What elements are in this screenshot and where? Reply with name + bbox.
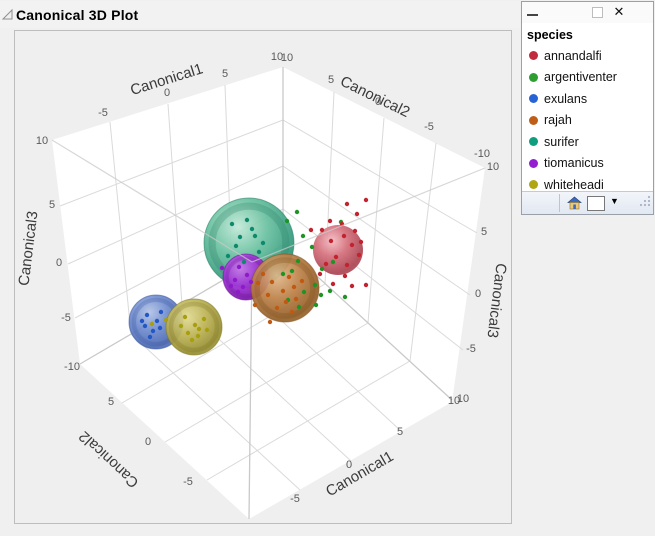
color-bullet xyxy=(529,94,538,104)
tick-label: -5 xyxy=(98,107,108,119)
ellipsoid-rajah[interactable] xyxy=(250,253,320,323)
swatch-dropdown-arrow[interactable]: ▼ xyxy=(610,196,619,206)
home-icon[interactable] xyxy=(567,196,582,215)
tick-label: 10 xyxy=(448,395,460,407)
page-title: Canonical 3D Plot xyxy=(16,6,139,23)
tick-label: 10 xyxy=(271,51,283,63)
legend-footer: ▼ xyxy=(522,191,653,214)
legend-items: annandalfi argentiventer exulans rajah surif… xyxy=(527,45,653,196)
plot-3d-canvas[interactable]: Canonical1 Canonical2Canonical3Canonical3… xyxy=(16,51,510,520)
tick-label: 5 xyxy=(108,396,114,408)
tick-label: -10 xyxy=(64,361,80,373)
legend-item-label: annandalfi xyxy=(544,48,602,63)
close-button[interactable]: ✕ xyxy=(613,4,625,19)
legend-titlebar[interactable]: ✕ xyxy=(522,2,653,23)
legend-item-label: surifer xyxy=(544,134,579,149)
background-color-swatch[interactable] xyxy=(587,196,605,211)
tick-label: 10 xyxy=(36,135,48,147)
legend-window[interactable]: ✕ species annandalfi argentiventer exulans… xyxy=(521,1,654,215)
points-whiteheadi[interactable] xyxy=(149,314,210,343)
points-tiomanicus[interactable] xyxy=(219,264,254,295)
tick-label: 5 xyxy=(328,74,334,86)
legend-item-rajah[interactable]: rajah xyxy=(527,110,653,132)
tick-label: 0 xyxy=(145,436,151,448)
tick-label: -5 xyxy=(61,312,71,324)
color-bullet xyxy=(529,51,538,61)
legend-item-exulans[interactable]: exulans xyxy=(527,88,653,110)
tick-label: 5 xyxy=(397,426,403,438)
points-exulans[interactable] xyxy=(139,309,164,340)
color-bullet xyxy=(529,180,538,190)
legend-item-label: argentiventer xyxy=(544,70,617,85)
tick-label: 0 xyxy=(375,96,381,108)
disclosure-triangle-icon[interactable] xyxy=(1,5,15,27)
points-rajah[interactable] xyxy=(252,271,305,325)
legend-item-whiteheadi[interactable]: whiteheadi xyxy=(527,174,653,196)
legend-item-label: tiomanicus xyxy=(544,156,604,171)
outline-header: Canonical 3D Plot xyxy=(0,1,520,28)
tick-label: 0 xyxy=(164,87,170,99)
tick-label: 10 xyxy=(457,393,469,405)
maximize-button[interactable] xyxy=(592,7,603,18)
tick-label: 0 xyxy=(56,257,62,269)
legend-item-annandalfi[interactable]: annandalfi xyxy=(527,45,653,67)
legend-body: species annandalfi argentiventer exulans ra… xyxy=(522,23,653,192)
legend-item-label: whiteheadi xyxy=(544,177,604,192)
tick-label: -5 xyxy=(466,343,476,355)
tick-label: 0 xyxy=(346,459,352,471)
ellipsoid-whiteheadi[interactable] xyxy=(165,298,223,356)
legend-item-surifer[interactable]: surifer xyxy=(527,131,653,153)
legend-item-label: rajah xyxy=(544,113,572,128)
resize-grip[interactable] xyxy=(639,194,651,212)
minimize-button[interactable] xyxy=(527,14,538,16)
color-bullet xyxy=(529,158,538,168)
color-bullet xyxy=(529,137,538,147)
top-face-edges xyxy=(51,139,486,263)
points-surifer[interactable] xyxy=(225,217,266,265)
footer-separator xyxy=(559,194,560,212)
color-bullet xyxy=(529,72,538,82)
color-bullet xyxy=(529,115,538,125)
tick-label: -5 xyxy=(424,121,434,133)
tick-label: 10 xyxy=(487,161,499,173)
legend-item-label: exulans xyxy=(544,91,588,106)
points-argentiventer[interactable] xyxy=(280,209,348,310)
tick-label: 10 xyxy=(281,52,293,64)
legend-title: species xyxy=(527,28,573,42)
tick-label: 0 xyxy=(475,288,481,300)
tick-label: -5 xyxy=(290,493,300,505)
tick-label: 5 xyxy=(49,199,55,211)
tick-label: -10 xyxy=(474,148,490,160)
legend-item-argentiventer[interactable]: argentiventer xyxy=(527,67,653,89)
tick-label: 5 xyxy=(222,68,228,80)
tick-label: -5 xyxy=(183,476,193,488)
legend-item-tiomanicus[interactable]: tiomanicus xyxy=(527,153,653,175)
tick-label: 5 xyxy=(481,226,487,238)
points-annandalfi[interactable] xyxy=(308,197,369,289)
